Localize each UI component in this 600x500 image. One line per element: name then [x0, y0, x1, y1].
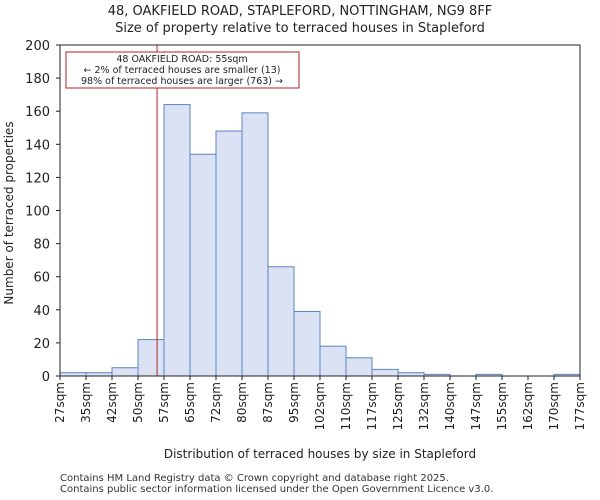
bar-42sqm — [111, 367, 139, 377]
x-tick-label: 177sqm — [573, 382, 587, 430]
y-tick-label: 100 — [25, 205, 50, 220]
bar-57sqm — [163, 104, 191, 377]
y-tick-label: 140 — [25, 138, 50, 153]
footer-licence: Contains public sector information licen… — [60, 484, 494, 495]
bar-117sqm — [371, 368, 399, 377]
y-tick-label: 180 — [25, 72, 50, 87]
annotation-box: 48 OAKFIELD ROAD: 55sqm ← 2% of terraced… — [65, 51, 300, 89]
y-tick-label: 0 — [42, 370, 50, 385]
y-axis-label: Number of terraced properties — [2, 121, 16, 304]
x-axis-label: Distribution of terraced houses by size … — [164, 447, 476, 461]
x-tick-label: 42sqm — [105, 382, 119, 423]
x-tick-label: 72sqm — [209, 382, 223, 423]
y-tick-label: 20 — [33, 337, 50, 352]
bar-95sqm — [293, 310, 321, 377]
x-tick-label: 110sqm — [339, 382, 353, 430]
chart-subtitle: Size of property relative to terraced ho… — [115, 21, 485, 36]
y-tick-label: 120 — [25, 171, 50, 186]
bars-group — [59, 104, 581, 377]
x-tick-label: 57sqm — [157, 382, 171, 423]
annotation-line-1: 48 OAKFIELD ROAD: 55sqm — [116, 54, 247, 65]
y-tick-label: 60 — [33, 271, 50, 286]
y-ticks: 0 20 40 60 80 100 120 140 160 180 200 — [25, 39, 60, 385]
x-tick-label: 162sqm — [521, 382, 535, 430]
bar-50sqm — [137, 339, 165, 377]
x-tick-label: 95sqm — [287, 382, 301, 423]
bar-87sqm — [267, 266, 295, 377]
bar-102sqm — [319, 345, 347, 377]
x-tick-label: 155sqm — [495, 382, 509, 430]
y-tick-label: 80 — [33, 238, 50, 253]
annotation-line-2: ← 2% of terraced houses are smaller (13) — [84, 65, 281, 76]
x-tick-label: 170sqm — [547, 382, 561, 430]
x-tick-label: 147sqm — [469, 382, 483, 430]
y-tick-label: 160 — [25, 105, 50, 120]
x-tick-label: 140sqm — [443, 382, 457, 430]
bar-72sqm — [215, 130, 243, 377]
bar-110sqm — [345, 357, 373, 377]
x-tick-label: 125sqm — [391, 382, 405, 430]
x-tick-label: 27sqm — [53, 382, 67, 423]
x-tick-label: 117sqm — [365, 382, 379, 430]
x-tick-label: 35sqm — [79, 382, 93, 423]
chart-title: 48, OAKFIELD ROAD, STAPLEFORD, NOTTINGHA… — [107, 4, 493, 19]
y-tick-label: 200 — [25, 39, 50, 54]
x-tick-label: 102sqm — [313, 382, 327, 430]
bar-80sqm — [241, 112, 269, 377]
x-tick-label: 87sqm — [261, 382, 275, 423]
bar-65sqm — [189, 153, 217, 377]
x-tick-label: 132sqm — [417, 382, 431, 430]
x-ticks: 27sqm 35sqm 42sqm 50sqm 57sqm 65sqm 72sqm 80sqm… — [53, 376, 587, 430]
annotation-line-3: 98% of terraced houses are larger (763) … — [81, 76, 283, 87]
x-tick-label: 50sqm — [131, 382, 145, 423]
y-tick-label: 40 — [33, 304, 50, 319]
x-tick-label: 80sqm — [235, 382, 249, 423]
footer-copyright: Contains HM Land Registry data © Crown c… — [60, 473, 449, 484]
x-tick-label: 65sqm — [183, 382, 197, 423]
